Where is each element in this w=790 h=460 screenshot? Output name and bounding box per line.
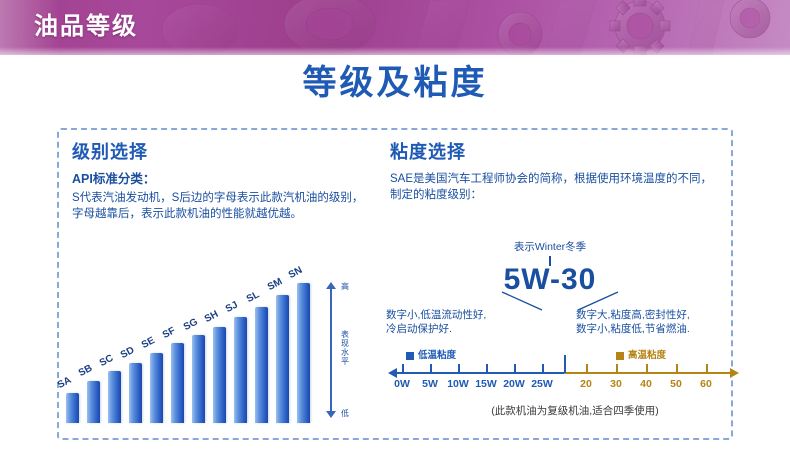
scale-tick-label: 30 [610, 378, 622, 390]
performance-level-axis: 高 表现水平 低 [322, 282, 356, 418]
scale-tick-label: 60 [700, 378, 712, 390]
header-banner: 油品等级 [0, 0, 790, 55]
chart-bar [297, 283, 310, 423]
chart-bar [66, 393, 79, 423]
bar-label: SH [202, 308, 221, 325]
grade-selection-panel: 级别选择 API标准分类： S代表汽油发动机，S后边的字母表示此款汽机油的级别，… [72, 140, 372, 222]
bar-label: SE [139, 335, 157, 351]
viscosity-scale: 低温粘度 高温粘度 0W 5W 10W 15W 20W 25W 20 30 40 50 60 [388, 348, 739, 396]
chart-bar [213, 327, 226, 423]
scale-legend-item: 高温粘度 [616, 350, 666, 362]
scale-legend-item: 低温粘度 [406, 350, 456, 362]
scale-line-cold [396, 372, 564, 374]
bar-label: SD [118, 344, 137, 361]
bar-group: SN [287, 265, 310, 423]
scale-arrow-left-icon [388, 367, 397, 378]
scale-tick [586, 364, 588, 372]
bar-label: SG [181, 316, 200, 333]
bar-group: SL [245, 289, 268, 423]
scale-tick-label: 40 [640, 378, 652, 390]
api-standard-body: S代表汽油发动机，S后边的字母表示此款汽机油的级别，字母越靠后，表示此款机油的性… [72, 192, 364, 220]
scale-tick-label: 15W [475, 378, 497, 390]
bar-label: SF [160, 325, 178, 341]
chart-bar [150, 353, 163, 423]
content-dashed-frame [57, 128, 733, 440]
bar-label: SL [244, 289, 262, 305]
bar-group: SD [119, 345, 142, 423]
bar-label: SN [286, 264, 305, 281]
bar-group: SC [98, 353, 121, 423]
scale-tick [402, 364, 404, 372]
scale-tick [616, 364, 618, 372]
legend-swatch-icon [616, 352, 624, 360]
scale-tick [646, 364, 648, 372]
scale-tick-label: 20W [503, 378, 525, 390]
bar-group: SE [140, 335, 163, 423]
bar-group: SF [161, 325, 184, 423]
bar-label: SB [76, 362, 95, 379]
scale-tick [458, 364, 460, 372]
chart-bar [108, 371, 121, 423]
gear-decoration-icon [161, 0, 771, 55]
banner-left-fade [0, 0, 60, 55]
chart-bar [192, 335, 205, 423]
api-grade-bar-chart: SA SB SC SD SE SF SG SH SJ SL SM SN [56, 265, 324, 423]
axis-arrow-up-icon [325, 282, 336, 289]
scale-tick [430, 364, 432, 372]
bar-label: SM [265, 276, 285, 293]
banner-title: 油品等级 [34, 13, 138, 40]
scale-tick [706, 364, 708, 372]
axis-label-high: 高 [341, 282, 349, 291]
axis-label-low: 低 [341, 409, 349, 418]
legend-label: 低温粘度 [418, 350, 457, 361]
bar-group: SJ [224, 300, 247, 423]
chart-bar [255, 307, 268, 423]
axis-label-performance: 表现水平 [341, 330, 349, 366]
winter-annotation: 表示Winter冬季 [513, 241, 587, 253]
grade-panel-heading: 级别选择 [72, 142, 148, 162]
chart-bar [276, 295, 289, 423]
scale-tick [542, 364, 544, 372]
scale-tick [514, 364, 516, 372]
sae-description-body: SAE是美国汽车工程师协会的简称，根据使用环境温度的不同，制定的粘度级别： [390, 173, 713, 201]
scale-line-hot [564, 372, 730, 374]
winter-pointer-line [549, 256, 551, 266]
scale-tick [676, 364, 678, 372]
chart-bar [234, 317, 247, 423]
low-number-note: 数字小,低温流动性好, 冷启动保护好. [386, 309, 487, 335]
scale-tick-label: 25W [531, 378, 553, 390]
axis-vertical-line [330, 288, 332, 412]
scale-tick-label: 5W [422, 378, 438, 390]
bar-label: SC [97, 352, 116, 369]
axis-arrow-down-icon [325, 411, 336, 418]
banner-bottom-fade [0, 47, 790, 55]
bar-label: SJ [223, 299, 240, 315]
scale-tick-label: 0W [394, 378, 410, 390]
scale-tick-label: 20 [580, 378, 592, 390]
chart-bar [87, 381, 100, 423]
chart-bar [129, 363, 142, 423]
legend-swatch-icon [406, 352, 414, 360]
page-title: 等级及粘度 [302, 64, 488, 102]
bar-group: SH [203, 309, 226, 423]
bar-group: SB [77, 363, 100, 423]
viscosity-grade-code: 5W-30 [503, 263, 597, 296]
chart-bar [171, 343, 184, 423]
bar-group: SA [56, 375, 79, 423]
scale-tick-label: 10W [447, 378, 469, 390]
viscosity-panel-heading: 粘度选择 [390, 142, 466, 162]
api-standard-subheading: API标准分类： [72, 172, 156, 186]
scale-divider-tick [564, 355, 566, 373]
bar-group: SM [266, 276, 289, 423]
scale-tick [486, 364, 488, 372]
multigrade-footnote: (此款机油为复级机油,适合四季使用) [491, 405, 659, 417]
legend-label: 高温粘度 [628, 350, 667, 361]
high-number-note: 数字大,粘度高,密封性好, 数字小,粘度低,节省燃油. [576, 309, 690, 335]
bar-group: SG [182, 317, 205, 423]
scale-tick-label: 50 [670, 378, 682, 390]
callout-branch-lines [501, 291, 619, 311]
viscosity-selection-panel: 粘度选择 SAE是美国汽车工程师协会的简称，根据使用环境温度的不同，制定的粘度级… [390, 140, 720, 203]
scale-arrow-right-icon [730, 367, 739, 378]
